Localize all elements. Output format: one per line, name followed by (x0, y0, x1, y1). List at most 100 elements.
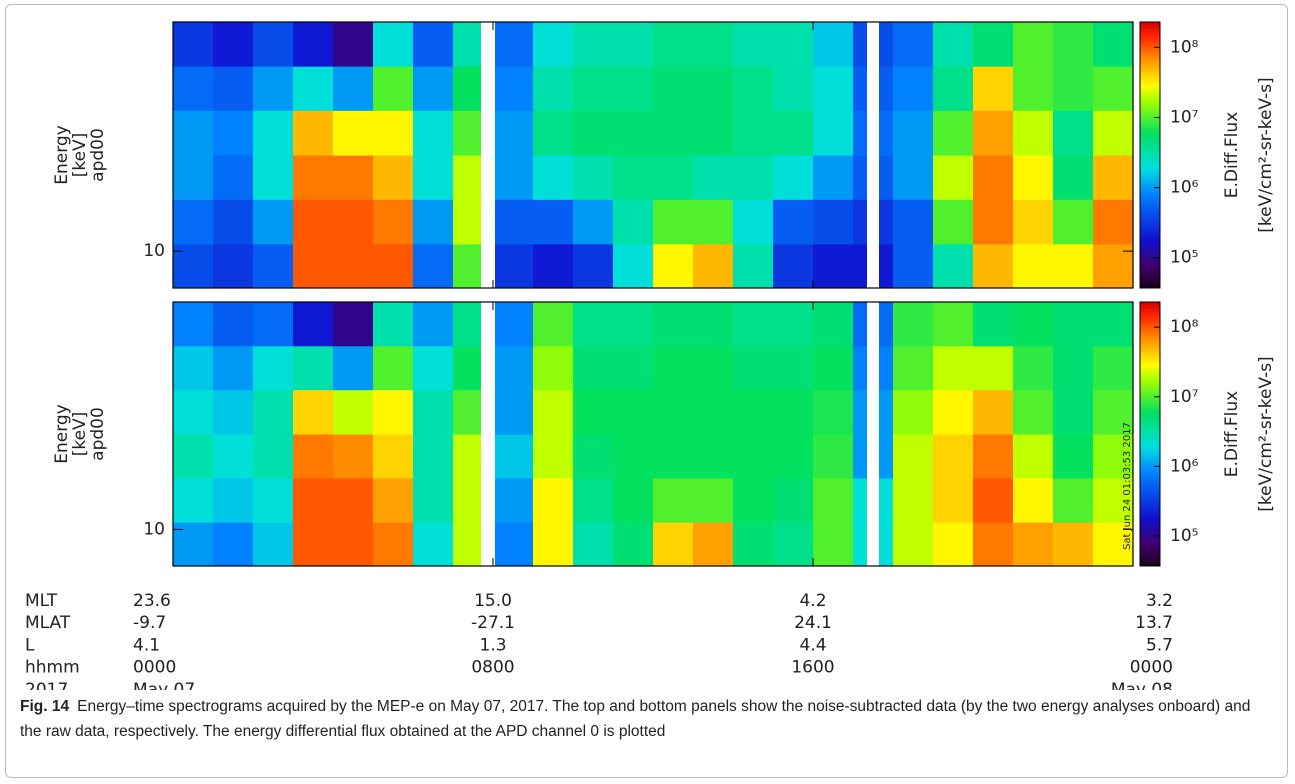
colorbar-segment (1140, 261, 1160, 266)
heatmap-cell (893, 389, 934, 435)
heatmap-cell (173, 199, 214, 245)
colorbar-tick-label: 10⁵ (1170, 248, 1198, 268)
heatmap-cell (973, 22, 1014, 67)
heatmap-cell (413, 477, 454, 523)
colorbar-segment (1140, 374, 1160, 379)
data-gap (481, 22, 495, 288)
heatmap-cell (333, 345, 374, 391)
colorbar-segment (1140, 135, 1160, 139)
colorbar-segment (1140, 447, 1160, 451)
heatmap-cell (253, 22, 294, 67)
heatmap-cell (413, 522, 454, 567)
heatmap-cell (533, 522, 574, 567)
heatmap-cell (373, 345, 414, 391)
colorbar-segment (1140, 61, 1160, 66)
heatmap-cell (213, 345, 254, 391)
heatmap-cell (293, 477, 334, 523)
heatmap-cell (1053, 243, 1094, 289)
colorbar-segment (1140, 328, 1160, 333)
heatmap-cell (173, 155, 214, 200)
colorbar-segment (1140, 35, 1160, 40)
heatmap-cell (653, 22, 694, 67)
heatmap-cell (213, 155, 254, 200)
heatmap-cell (813, 389, 854, 435)
colorbar-segment (1140, 420, 1160, 425)
heatmap-cell (1053, 522, 1094, 567)
heatmap-cell (413, 345, 454, 391)
colorbar-segment (1140, 523, 1160, 527)
heatmap-cell (333, 199, 374, 245)
y-axis-label: apd00 (88, 407, 108, 461)
colorbar-segment (1140, 254, 1160, 259)
heatmap-cell (733, 155, 774, 200)
heatmap-cell (293, 302, 334, 347)
heatmap-cell (813, 522, 854, 567)
colorbar-segment (1140, 281, 1160, 286)
colorbar-segment (1140, 443, 1160, 448)
heatmap-cell (893, 155, 934, 200)
heatmap-cell (333, 434, 374, 479)
colorbar-segment (1140, 457, 1160, 461)
heatmap-cell (1013, 243, 1054, 289)
heatmap-cell (533, 110, 574, 156)
heatmap-cell (1053, 155, 1094, 200)
heatmap-cell (1013, 389, 1054, 435)
colorbar-segment (1140, 75, 1160, 80)
heatmap-cell (773, 434, 814, 479)
colorbar-segment (1140, 25, 1160, 30)
heatmap-cell (573, 345, 614, 391)
colorbar-segment (1140, 536, 1160, 541)
heatmap-cell (373, 22, 414, 67)
heatmap-cell (1053, 434, 1094, 479)
heatmap-cell (653, 345, 694, 391)
heatmap-cell (773, 155, 814, 200)
heatmap-cell (1013, 345, 1054, 391)
colorbar-segment (1140, 417, 1160, 422)
colorbar-segment (1140, 381, 1160, 385)
colorbar-segment (1140, 284, 1160, 289)
heatmap-cell (173, 110, 214, 156)
heatmap-cell (733, 199, 774, 245)
heatmap-cell (933, 199, 974, 245)
row-value: 1.3 (479, 635, 506, 655)
colorbar-segment (1140, 108, 1160, 113)
colorbar-segment (1140, 437, 1160, 442)
heatmap-cell (813, 477, 854, 523)
heatmap-cell (373, 66, 414, 111)
heatmap-cell (973, 243, 1014, 289)
colorbar-segment (1140, 450, 1160, 455)
heatmap-cell (373, 522, 414, 567)
heatmap-cell (533, 477, 574, 523)
heatmap-cell (493, 345, 534, 391)
colorbar-segment (1140, 145, 1160, 149)
heatmap-cell (933, 302, 974, 347)
overlay: 10Energy[keV]apd0010⁵10⁶10⁷10⁸E.Diff.Flu… (25, 21, 1276, 690)
caption-label: Fig. 14 (20, 698, 70, 715)
colorbar-segment (1140, 434, 1160, 438)
heatmap-cell (653, 243, 694, 289)
heatmap-cell (573, 302, 614, 347)
heatmap-cell (533, 389, 574, 435)
heatmap-cell (693, 199, 734, 245)
heatmap-cell (293, 522, 334, 567)
heatmap-cell (1013, 110, 1054, 156)
heatmap-cell (213, 522, 254, 567)
colorbar-segment (1140, 361, 1160, 366)
colorbar-segment (1140, 552, 1160, 557)
heatmap-cell (333, 389, 374, 435)
colorbar-segment (1140, 546, 1160, 550)
heatmap-cell (773, 389, 814, 435)
heatmap-cell (693, 110, 734, 156)
colorbar-segment (1140, 483, 1160, 488)
heatmap-cell (493, 522, 534, 567)
heatmap-cell (573, 389, 614, 435)
colorbar-segment (1140, 248, 1160, 252)
heatmap-cell (493, 389, 534, 435)
colorbar-segment (1140, 65, 1160, 70)
heatmap-cell (613, 345, 654, 391)
colorbar-segment (1140, 387, 1160, 392)
x-tick-label: 1600 (791, 658, 834, 678)
caption: Fig. 14 Energy–time spectrograms acquired… (20, 694, 1270, 744)
heatmap-cell (693, 522, 734, 567)
heatmap-cell (813, 434, 854, 479)
